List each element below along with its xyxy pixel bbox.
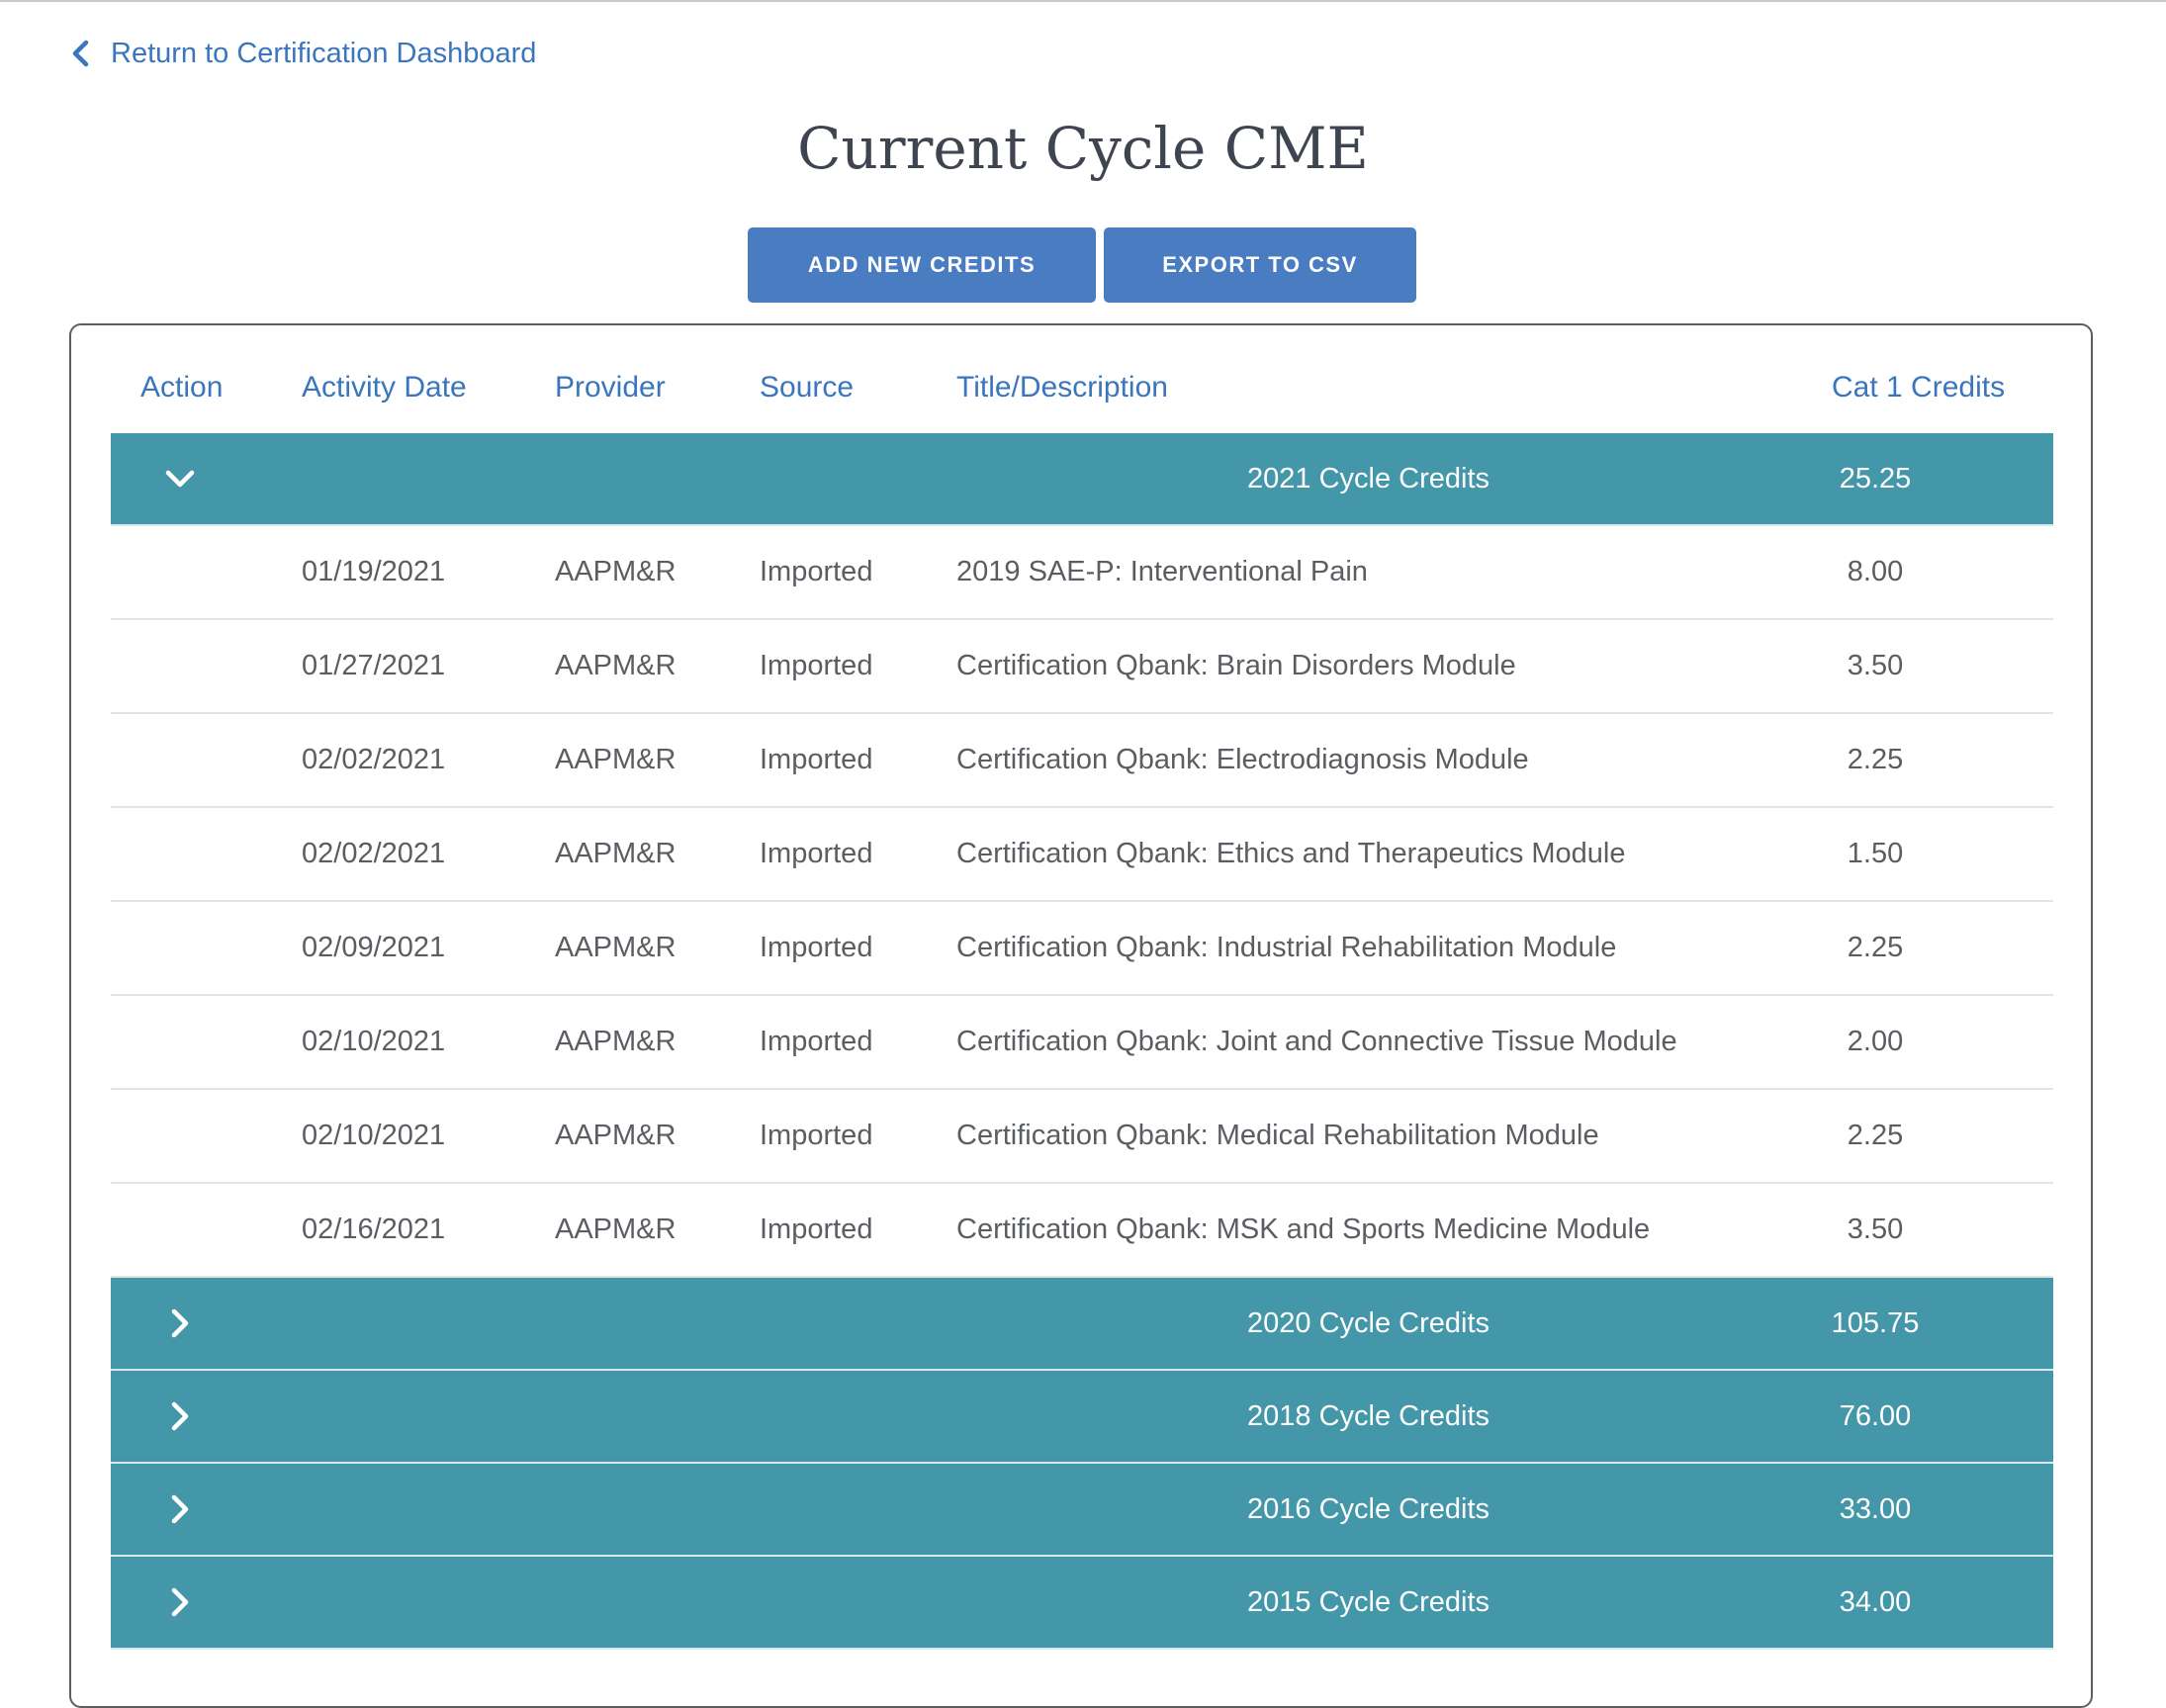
- cycle-group-total: 25.25: [1839, 463, 1912, 494]
- return-to-dashboard-link[interactable]: Return to Certification Dashboard: [69, 36, 536, 71]
- export-to-csv-button[interactable]: EXPORT TO CSV: [1104, 227, 1416, 303]
- column-header-title[interactable]: Title/Description: [956, 371, 1168, 404]
- credit-row: 02/02/2021 AAPM&R Imported Certification Qb…: [111, 714, 2053, 808]
- source-cell: Imported: [760, 744, 873, 775]
- column-header-cat1-credits[interactable]: Cat 1 Credits: [1832, 371, 2006, 404]
- activity-date-cell: 02/02/2021: [302, 744, 446, 775]
- provider-cell: AAPM&R: [555, 1120, 677, 1151]
- provider-cell: AAPM&R: [555, 932, 677, 963]
- column-header-activity-date[interactable]: Activity Date: [302, 371, 467, 404]
- column-header-provider[interactable]: Provider: [555, 371, 666, 404]
- cycle-group-row[interactable]: 2020 Cycle Credits 105.75: [111, 1278, 2053, 1371]
- activity-date-cell: 01/27/2021: [302, 650, 446, 681]
- cycle-group-row[interactable]: 2021 Cycle Credits 25.25: [111, 433, 2053, 526]
- add-new-credits-button[interactable]: ADD NEW CREDITS: [748, 227, 1096, 303]
- activity-date-cell: 02/09/2021: [302, 932, 446, 963]
- cycle-group-total: 34.00: [1839, 1586, 1912, 1618]
- source-cell: Imported: [760, 1214, 873, 1245]
- credits-cell: 1.50: [1847, 838, 1904, 869]
- provider-cell: AAPM&R: [555, 650, 677, 681]
- title-cell: Certification Qbank: Brain Disorders Mod…: [956, 650, 1516, 681]
- cycle-group-row[interactable]: 2015 Cycle Credits 34.00: [111, 1557, 2053, 1650]
- credits-cell: 2.00: [1847, 1026, 1904, 1057]
- activity-date-cell: 02/16/2021: [302, 1214, 446, 1245]
- credits-cell: 2.25: [1847, 744, 1904, 775]
- cycle-group-total: 33.00: [1839, 1493, 1912, 1525]
- credits-table: 2021 Cycle Credits 25.25 01/19/2021 AAPM&R I…: [111, 433, 2053, 1650]
- chevron-right-icon[interactable]: [150, 1278, 210, 1369]
- column-header-action: Action: [140, 371, 224, 404]
- cycle-group-label: 2016 Cycle Credits: [1247, 1493, 1489, 1525]
- title-cell: Certification Qbank: Electrodiagnosis Mo…: [956, 744, 1529, 775]
- title-cell: Certification Qbank: Joint and Connectiv…: [956, 1026, 1677, 1057]
- column-header-source[interactable]: Source: [760, 371, 855, 404]
- title-cell: Certification Qbank: Ethics and Therapeu…: [956, 838, 1626, 869]
- action-toolbar: ADD NEW CREDITS EXPORT TO CSV: [748, 227, 1416, 303]
- provider-cell: AAPM&R: [555, 838, 677, 869]
- cycle-group-total: 76.00: [1839, 1400, 1912, 1432]
- chevron-down-icon[interactable]: [150, 433, 210, 524]
- cycle-group-row[interactable]: 2018 Cycle Credits 76.00: [111, 1371, 2053, 1464]
- credits-cell: 3.50: [1847, 1214, 1904, 1245]
- chevron-right-icon[interactable]: [150, 1464, 210, 1555]
- source-cell: Imported: [760, 1026, 873, 1057]
- cycle-group-row[interactable]: 2016 Cycle Credits 33.00: [111, 1464, 2053, 1557]
- title-cell: Certification Qbank: Medical Rehabilitat…: [956, 1120, 1599, 1151]
- credit-row: 01/19/2021 AAPM&R Imported 2019 SAE-P: Inte…: [111, 526, 2053, 620]
- top-divider: [0, 0, 2166, 2]
- provider-cell: AAPM&R: [555, 556, 677, 587]
- credit-row: 02/10/2021 AAPM&R Imported Certification Qb…: [111, 1090, 2053, 1184]
- credits-cell: 8.00: [1847, 556, 1904, 587]
- title-cell: Certification Qbank: MSK and Sports Medi…: [956, 1214, 1651, 1245]
- source-cell: Imported: [760, 932, 873, 963]
- chevron-right-icon[interactable]: [150, 1371, 210, 1462]
- cycle-group-total: 105.75: [1831, 1307, 1920, 1339]
- chevron-right-icon[interactable]: [150, 1557, 210, 1648]
- credit-row: 01/27/2021 AAPM&R Imported Certification Qb…: [111, 620, 2053, 714]
- credit-row: 02/10/2021 AAPM&R Imported Certification Qb…: [111, 996, 2053, 1090]
- source-cell: Imported: [760, 650, 873, 681]
- credits-cell: 2.25: [1847, 932, 1904, 963]
- source-cell: Imported: [760, 838, 873, 869]
- credits-cell: 3.50: [1847, 650, 1904, 681]
- provider-cell: AAPM&R: [555, 1214, 677, 1245]
- title-cell: Certification Qbank: Industrial Rehabili…: [956, 932, 1617, 963]
- credits-cell: 2.25: [1847, 1120, 1904, 1151]
- cycle-group-label: 2021 Cycle Credits: [1247, 463, 1489, 494]
- title-cell: 2019 SAE-P: Interventional Pain: [956, 556, 1368, 587]
- source-cell: Imported: [760, 1120, 873, 1151]
- activity-date-cell: 02/10/2021: [302, 1120, 446, 1151]
- page-title: Current Cycle CME: [797, 115, 1369, 182]
- return-link-label: Return to Certification Dashboard: [111, 37, 537, 69]
- activity-date-cell: 01/19/2021: [302, 556, 446, 587]
- credit-row: 02/09/2021 AAPM&R Imported Certification Qb…: [111, 902, 2053, 996]
- source-cell: Imported: [760, 556, 873, 587]
- cycle-group-label: 2015 Cycle Credits: [1247, 1586, 1489, 1618]
- cycle-group-label: 2020 Cycle Credits: [1247, 1307, 1489, 1339]
- provider-cell: AAPM&R: [555, 1026, 677, 1057]
- chevron-left-icon: [72, 40, 89, 67]
- activity-date-cell: 02/10/2021: [302, 1026, 446, 1057]
- activity-date-cell: 02/02/2021: [302, 838, 446, 869]
- cycle-group-label: 2018 Cycle Credits: [1247, 1400, 1489, 1432]
- provider-cell: AAPM&R: [555, 744, 677, 775]
- credit-row: 02/02/2021 AAPM&R Imported Certification Qb…: [111, 808, 2053, 902]
- credit-row: 02/16/2021 AAPM&R Imported Certification Qb…: [111, 1184, 2053, 1278]
